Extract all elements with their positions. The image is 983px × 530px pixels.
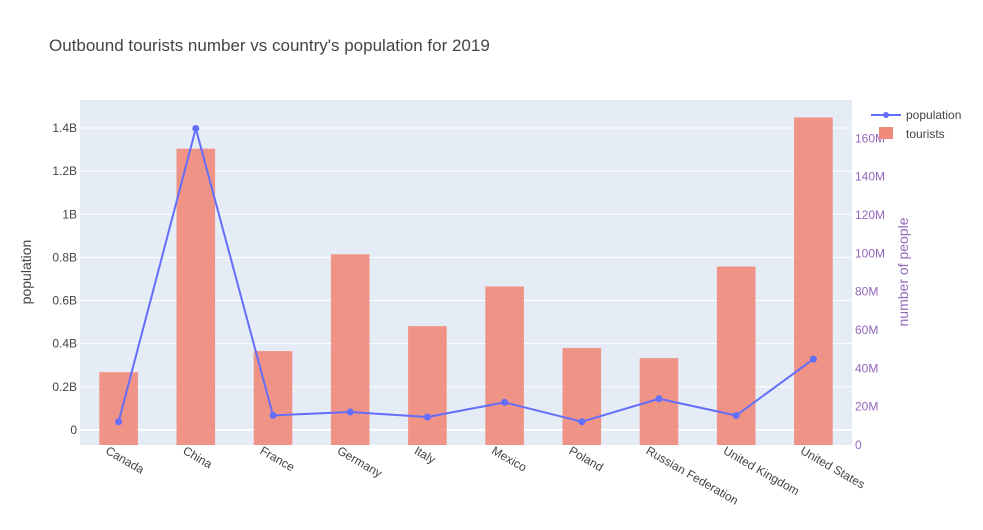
population-point (732, 412, 740, 420)
tourists-bar (485, 286, 524, 445)
left-tick-label: 1.4B (52, 121, 77, 135)
right-axis-title: number of people (895, 217, 911, 326)
legend-marker (883, 112, 889, 118)
left-tick-label: 1.2B (52, 164, 77, 178)
x-tick-label: France (258, 443, 298, 474)
population-point (809, 355, 817, 363)
right-tick-label: 40M (855, 361, 878, 375)
x-tick-label: Canada (103, 443, 147, 476)
population-point (655, 395, 663, 403)
tourists-bar (99, 372, 138, 445)
right-tick-label: 140M (855, 170, 885, 184)
left-tick-label: 0.8B (52, 250, 77, 264)
population-point (346, 408, 354, 416)
right-tick-label: 160M (855, 131, 885, 145)
left-axis-title: population (18, 240, 34, 305)
x-tick-label: Germany (335, 443, 385, 480)
population-point (115, 418, 123, 426)
left-tick-label: 1B (62, 207, 77, 221)
left-tick-label: 0 (70, 423, 77, 437)
population-point (192, 124, 200, 132)
left-tick-label: 0.6B (52, 294, 77, 308)
right-axis-ticks: 0 20M 40M 60M 80M 100M 120M 140M 160M (855, 131, 885, 452)
tourists-bar (562, 348, 602, 445)
x-tick-label: Italy (412, 443, 438, 466)
tourists-bar (794, 117, 833, 446)
left-axis-ticks: 0 0.2B 0.4B 0.6B 0.8B 1B 1.2B 1.4B (52, 121, 77, 437)
population-point (269, 411, 277, 419)
chart-title: Outbound tourists number vs country's po… (49, 36, 490, 55)
right-tick-label: 0 (855, 438, 862, 452)
legend-bar-swatch (879, 127, 893, 139)
population-point (501, 398, 509, 406)
legend-label-tourists: tourists (906, 127, 945, 141)
tourists-bar (330, 254, 370, 445)
right-tick-label: 120M (855, 208, 885, 222)
x-tick-label: Mexico (489, 443, 529, 474)
legend-item-population[interactable]: population (871, 108, 961, 122)
population-line (115, 124, 817, 426)
tourists-bar (408, 326, 447, 445)
legend-label-population: population (906, 108, 961, 122)
x-tick-label: Poland (566, 443, 605, 474)
right-tick-label: 60M (855, 323, 878, 337)
x-tick-label: China (180, 443, 214, 471)
x-axis-ticks: Canada China France Germany Italy Mexico Polan… (103, 443, 867, 507)
right-tick-label: 100M (855, 246, 885, 260)
population-line-path (117, 127, 814, 423)
population-point (578, 418, 586, 426)
legend: population tourists (871, 108, 961, 141)
right-tick-label: 80M (855, 285, 878, 299)
right-tick-label: 20M (855, 400, 878, 414)
legend-item-tourists[interactable]: tourists (879, 127, 945, 141)
population-point (423, 413, 431, 421)
left-tick-label: 0.4B (52, 337, 77, 351)
tourists-bar (176, 148, 216, 445)
left-tick-label: 0.2B (52, 380, 77, 394)
